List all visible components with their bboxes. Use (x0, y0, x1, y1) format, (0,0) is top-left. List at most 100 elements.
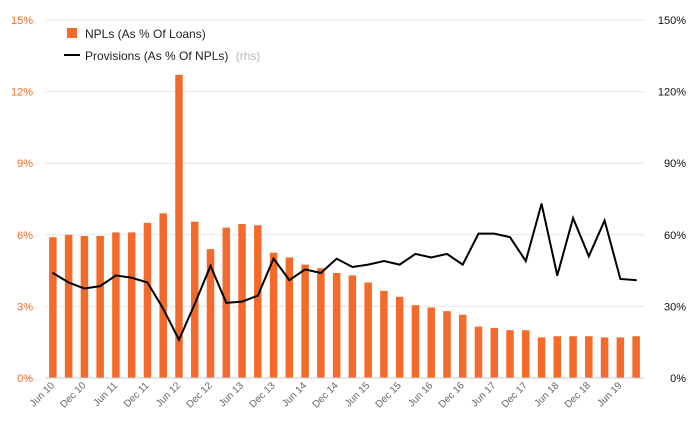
line-point-provisions (414, 253, 417, 255)
bar-npls (80, 235, 89, 378)
bar-npls (143, 222, 152, 378)
legend-bar-swatch (67, 28, 77, 38)
y-right-tick-label: 120% (658, 87, 686, 99)
right-axis: 0% 30% 60% 90% 120% 150% (658, 15, 686, 385)
line-point-provisions (556, 274, 559, 277)
line-series-provisions (52, 202, 637, 343)
bar-npls (569, 336, 577, 378)
line-point-provisions (446, 253, 448, 255)
legend-line-hint: (rhs) (236, 49, 261, 63)
x-tick-label: Dec 11 (122, 380, 152, 410)
line-point-provisions (572, 217, 574, 219)
line-point-provisions (115, 274, 117, 277)
bar-npls (348, 275, 357, 378)
line-point-provisions (461, 263, 464, 266)
line-point-provisions (509, 236, 511, 238)
line-point-provisions (288, 279, 291, 281)
bar-npls (364, 282, 372, 378)
x-tick-label: Dec 10 (58, 380, 88, 410)
bar-npls (490, 327, 498, 378)
line-point-provisions (540, 202, 543, 205)
line-point-provisions (162, 307, 165, 310)
x-axis: Jun 10 Dec 10 Jun 11 Dec 11 Jun 12 Dec 12 Jun … (28, 377, 644, 411)
bar-npls (632, 336, 640, 378)
line-provisions (52, 203, 637, 343)
x-tick-label: Dec 13 (248, 380, 278, 410)
x-tick-label: Jun 16 (406, 380, 435, 409)
bar-npls (191, 221, 199, 378)
line-point-provisions (493, 232, 496, 235)
x-tick-label: Dec 18 (563, 380, 593, 410)
line-point-provisions (83, 287, 86, 290)
y-left-tick-label: 0% (17, 373, 33, 385)
line-point-provisions (588, 255, 590, 258)
y-left-tick-label: 15% (11, 15, 33, 27)
left-axis: 0% 3% 6% 9% 12% 15% (11, 15, 33, 385)
bar-npls (395, 296, 404, 378)
x-tick-label: Jun 18 (532, 380, 561, 409)
legend-bar-label: NPLs (As % Of Loans) (85, 27, 206, 41)
x-tick-label: Dec 16 (437, 380, 467, 410)
y-left-tick-label: 9% (17, 158, 33, 170)
line-point-provisions (272, 257, 275, 260)
bar-npls (64, 234, 73, 378)
line-point-provisions (603, 219, 606, 222)
line-point-provisions (193, 303, 196, 305)
line-point-provisions (304, 268, 306, 271)
bar-npls (127, 232, 136, 378)
bar-npls (332, 272, 341, 378)
line-point-provisions (225, 302, 228, 304)
line-point-provisions (477, 232, 480, 235)
bar-npls (427, 307, 435, 378)
bar-npls (159, 213, 167, 378)
bar-npls (537, 337, 546, 378)
x-tick-label: Dec 14 (311, 380, 341, 410)
bar-npls (380, 290, 388, 378)
legend: NPLs (As % Of Loans) Provisions (As % Of… (64, 27, 260, 63)
x-tick-label: Jun 15 (343, 380, 372, 409)
bar-series-npls (49, 74, 640, 378)
x-tick-label: Jun 14 (280, 380, 309, 409)
bar-npls (175, 74, 183, 378)
y-right-tick-label: 90% (664, 158, 686, 170)
line-point-provisions (524, 260, 527, 262)
x-tick-label: Jun 13 (217, 380, 246, 409)
line-point-provisions (209, 265, 212, 267)
bar-npls (112, 232, 120, 378)
x-tick-label: Jun 17 (469, 380, 498, 409)
bar-npls (96, 235, 104, 378)
line-point-provisions (335, 257, 338, 260)
y-right-tick-label: 60% (664, 230, 686, 242)
x-tick-label: Jun 11 (92, 380, 121, 409)
line-point-provisions (130, 276, 133, 279)
line-point-provisions (383, 260, 385, 262)
y-right-tick-label: 150% (658, 15, 686, 27)
line-point-provisions (178, 339, 180, 341)
bar-npls (600, 337, 609, 378)
line-point-provisions (398, 263, 401, 266)
legend-line-label: Provisions (As % Of NPLs) (85, 49, 228, 63)
bar-npls (522, 330, 530, 378)
y-right-tick-label: 0% (670, 373, 686, 385)
y-right-tick-label: 30% (664, 301, 686, 313)
y-left-tick-label: 12% (11, 87, 33, 99)
bar-npls (206, 249, 215, 378)
line-point-provisions (320, 272, 322, 274)
x-tick-label: Jun 19 (595, 380, 624, 409)
bar-npls (269, 252, 278, 378)
line-point-provisions (146, 281, 149, 284)
x-tick-label: Dec 15 (374, 380, 404, 410)
bar-npls (301, 264, 309, 378)
bar-npls (506, 330, 514, 378)
bar-npls (616, 337, 625, 378)
bar-npls (317, 268, 325, 378)
line-point-provisions (351, 266, 354, 268)
line-point-provisions (99, 285, 101, 287)
x-tick-label: Dec 12 (184, 380, 214, 410)
legend-line-text: Provisions (As % Of NPLs) (rhs) (85, 49, 260, 63)
y-left-tick-label: 6% (17, 230, 33, 242)
line-point-provisions (67, 281, 70, 284)
line-point-provisions (241, 300, 243, 303)
bar-npls (458, 314, 467, 378)
